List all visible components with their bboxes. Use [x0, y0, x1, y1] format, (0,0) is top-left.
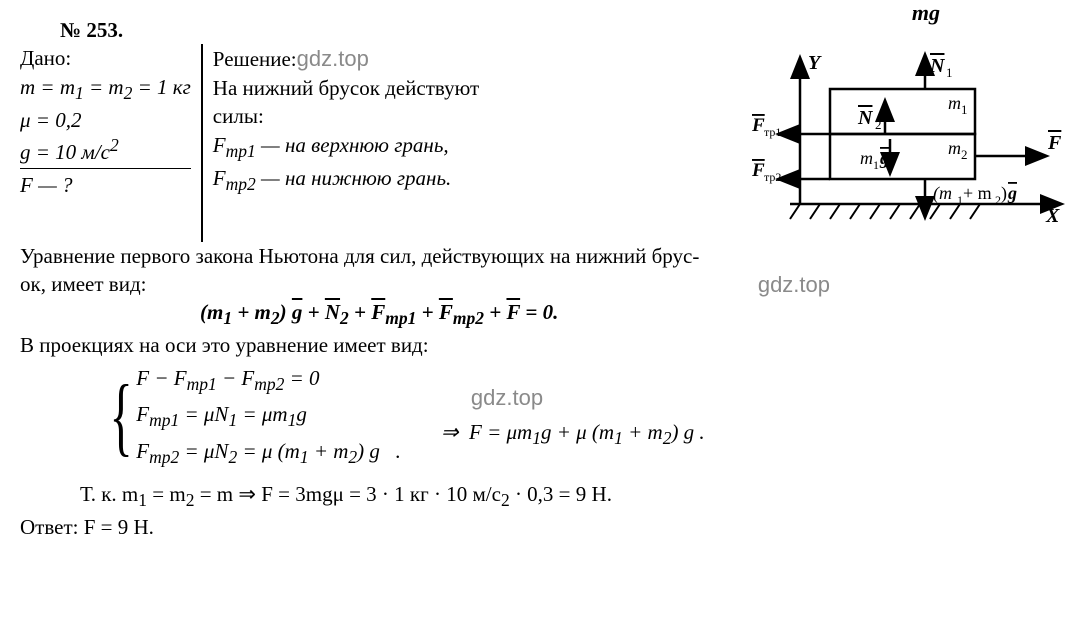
svg-text:g: g: [879, 148, 889, 168]
answer-line: Ответ: F = 9 Н.: [20, 513, 1070, 541]
top-block: Дано: m = m1 = m2 = 1 кг μ = 0,2 g = 10 …: [20, 44, 1070, 241]
given-unknown: F — ?: [20, 171, 191, 199]
given-line-1: m = m1 = m2 = 1 кг: [20, 73, 191, 106]
left-brace-icon: {: [110, 377, 133, 457]
case-line-1: F − Fтр1 − Fтр2 = 0: [136, 364, 401, 397]
svg-text:F: F: [751, 115, 765, 136]
force-diagram: Y X m1 m2 N1 N2 m1 g: [730, 44, 1070, 241]
svg-text:m: m: [948, 93, 961, 113]
svg-text:1: 1: [961, 102, 968, 117]
svg-text:1: 1: [873, 158, 879, 172]
stray-fragment: mg: [912, 0, 940, 28]
solution-line-2: силы:: [213, 102, 479, 130]
svg-text:g: g: [1007, 183, 1017, 203]
given-line-3: g = 10 м/с2: [20, 134, 191, 166]
paragraph-2: В проекциях на оси это уравнение имеет в…: [20, 331, 1070, 359]
solution-title: Решение:: [213, 47, 297, 71]
svg-text:m: m: [860, 148, 873, 168]
solution-line-3: Fтр1 — на верхнюю грань,: [213, 131, 479, 164]
cases-block: { F − Fтр1 − Fтр2 = 0 Fтр1 = μN1 = μm1g …: [100, 360, 401, 474]
given-divider: [20, 168, 191, 169]
solution-column: Решение:gdz.top На нижний брусок действу…: [203, 44, 479, 196]
watermark-3: gdz.top: [471, 383, 705, 413]
svg-text:2: 2: [961, 147, 968, 162]
svg-text:X: X: [1045, 205, 1060, 227]
svg-text:N: N: [929, 55, 946, 77]
case-line-2: Fтр1 = μN1 = μm1g: [136, 400, 401, 433]
svg-text:Y: Y: [808, 52, 822, 74]
given-column: Дано: m = m1 = m2 = 1 кг μ = 0,2 g = 10 …: [20, 44, 201, 199]
diagram-svg: Y X m1 m2 N1 N2 m1 g: [730, 44, 1070, 234]
svg-text:m: m: [948, 138, 961, 158]
solution-title-line: Решение:gdz.top: [213, 44, 479, 74]
svg-text:1: 1: [946, 65, 953, 80]
svg-text:N: N: [857, 107, 874, 129]
watermark-1: gdz.top: [297, 46, 369, 71]
given-title: Дано:: [20, 44, 191, 72]
svg-text:): ): [1001, 183, 1007, 204]
paragraph-1a: Уравнение первого закона Ньютона для сил…: [20, 244, 699, 268]
case-line-3: Fтр2 = μN2 = μ (m1 + m2) g .: [136, 437, 401, 470]
solution-line-1: На нижний брусок действуют: [213, 74, 479, 102]
paragraph-1: Уравнение первого закона Ньютона для сил…: [20, 242, 1070, 299]
svg-text:F: F: [1047, 132, 1062, 154]
paragraph-1b: ок, имеет вид:: [20, 272, 146, 296]
svg-text:(m: (m: [933, 183, 952, 204]
svg-text:тр1: тр1: [764, 125, 781, 139]
final-line: Т. к. m1 = m2 = m ⇒ F = 3mgμ = 3 · 1 кг …: [80, 480, 1070, 513]
given-line-2: μ = 0,2: [20, 106, 191, 134]
svg-text:тр2: тр2: [764, 170, 781, 184]
svg-text:F: F: [751, 160, 765, 181]
solution-line-4: Fтр2 — на нижнюю грань.: [213, 164, 479, 197]
svg-text:2: 2: [875, 117, 882, 132]
implies-equation: ⇒ F = μm1g + μ (m1 + m2) g .: [441, 418, 705, 451]
watermark-2: gdz.top: [758, 270, 830, 300]
svg-text:+ m: + m: [963, 183, 992, 203]
equation-1: (m1 + m2) g + N2 + Fтр1 + Fтр2 + F = 0.: [200, 298, 1070, 331]
